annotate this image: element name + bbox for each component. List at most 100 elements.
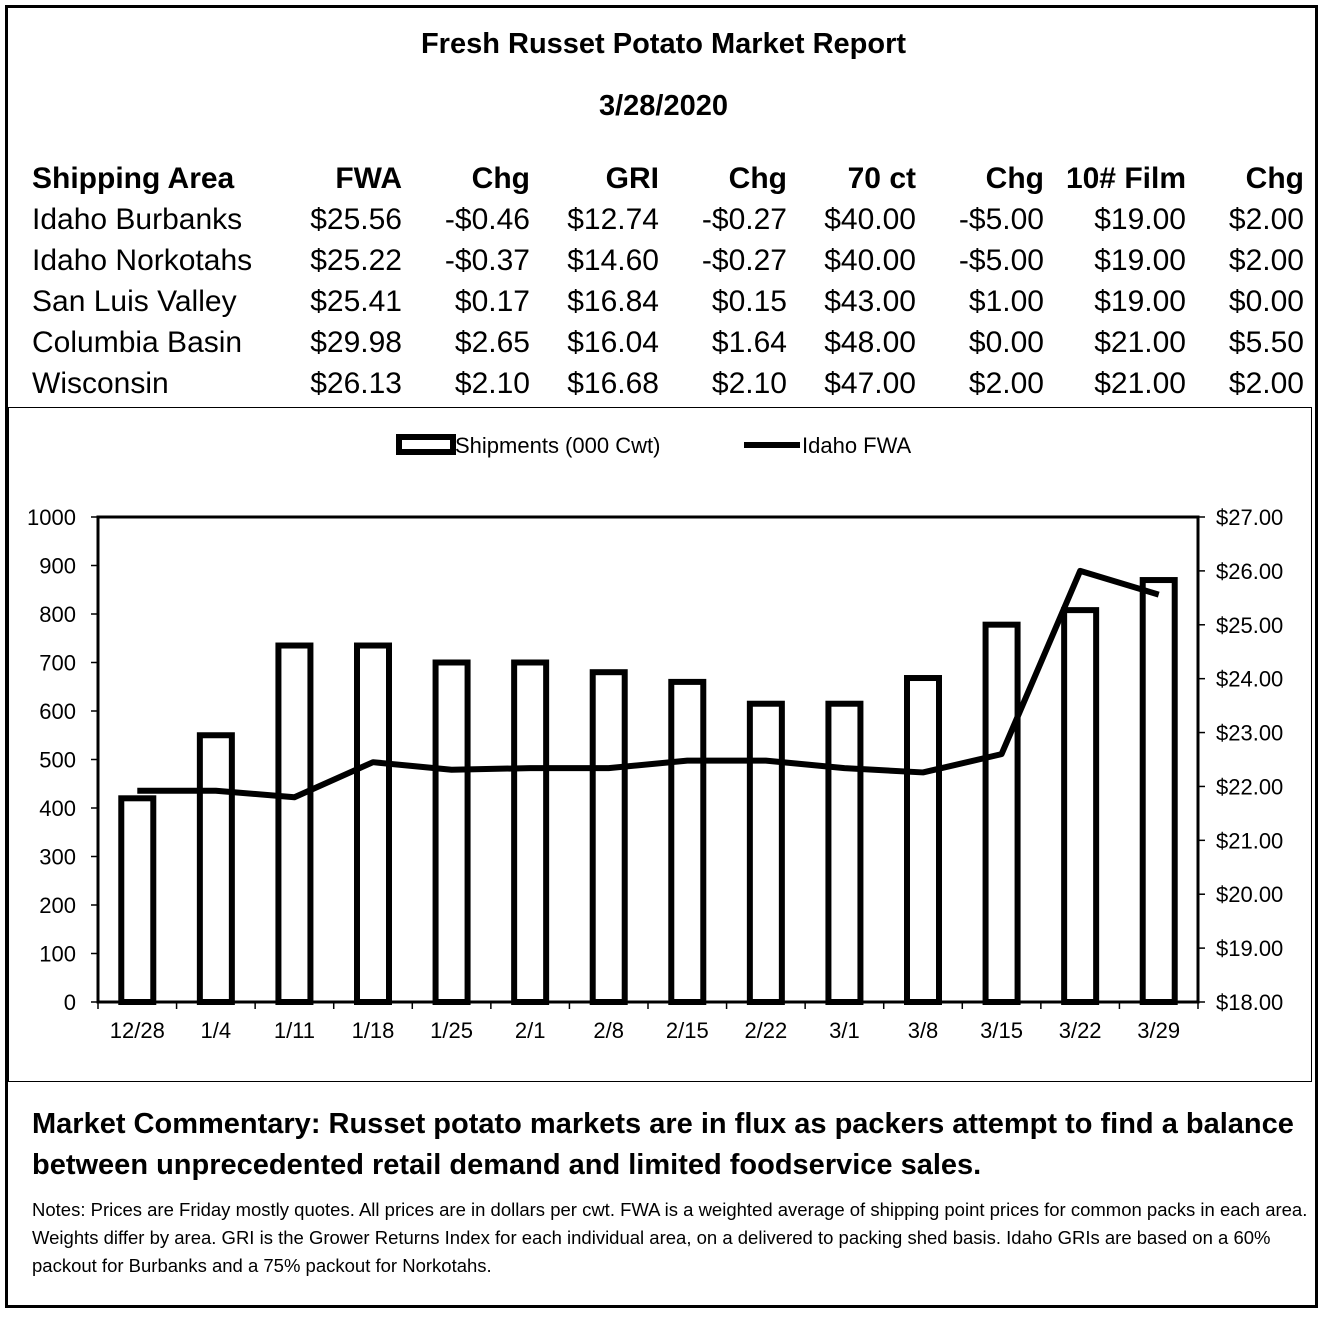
table-cell: $29.98 xyxy=(310,326,402,359)
header-70ct: 70 ct xyxy=(847,162,916,195)
table-cell: San Luis Valley xyxy=(32,285,237,318)
table-cell: $19.00 xyxy=(1094,244,1186,277)
table-cell: $1.00 xyxy=(968,285,1044,318)
table-cell: $48.00 xyxy=(824,326,916,359)
y-right-tick-label: $19.00 xyxy=(1216,936,1283,961)
shipment-bar xyxy=(354,642,392,1005)
header-gri: GRI xyxy=(605,162,659,195)
table-cell: $19.00 xyxy=(1094,203,1186,236)
y-left-tick-label: 0 xyxy=(64,990,76,1015)
table-cell: $0.15 xyxy=(711,285,787,318)
chart-area: 0 100 200 300 400 500 600 700 800 900 1000 $18.00 $1… xyxy=(8,407,1312,1082)
shipment-bar xyxy=(196,732,235,1005)
table-cell: $2.00 xyxy=(1228,203,1304,236)
x-tick-label: 3/15 xyxy=(980,1018,1023,1043)
plot-frame xyxy=(96,515,1200,1004)
table-cell: $40.00 xyxy=(824,244,916,277)
shipment-bar xyxy=(589,669,628,1005)
y-right-tick-label: $20.00 xyxy=(1216,882,1283,907)
x-tick-label: 1/11 xyxy=(274,1018,315,1043)
table-row: San Luis Valley $25.41 $0.17 $16.84 $0.1… xyxy=(26,281,1304,322)
header-70ct-chg: Chg xyxy=(985,162,1044,195)
x-tick-label: 3/29 xyxy=(1137,1018,1180,1043)
x-tick-label: 3/22 xyxy=(1059,1018,1102,1043)
header-10lb-film: 10# Film xyxy=(1065,162,1186,195)
y-right-tick-label: $27.00 xyxy=(1216,505,1283,530)
notes-text: Notes: Prices are Friday mostly quotes. … xyxy=(32,1199,1308,1276)
shipment-bar xyxy=(825,700,864,1005)
y-left-tick-label: 700 xyxy=(39,651,76,676)
table-cell: $0.00 xyxy=(1228,285,1304,318)
y-left-tick-label: 200 xyxy=(39,893,76,918)
x-tick-label: 2/15 xyxy=(666,1018,709,1043)
x-tick-label: 2/1 xyxy=(515,1018,546,1043)
table-cell: $2.00 xyxy=(968,367,1044,400)
y-right-tick-label: $22.00 xyxy=(1216,774,1283,799)
header-shipping-area: Shipping Area xyxy=(32,162,235,195)
y-right-tick-label: $26.00 xyxy=(1216,559,1283,584)
table-cell: Idaho Norkotahs xyxy=(32,244,253,277)
x-tick-label: 2/8 xyxy=(593,1018,624,1043)
y-left-tick-label: 1000 xyxy=(27,505,76,530)
report-title: Fresh Russet Potato Market Report xyxy=(420,28,907,60)
table-cell: $40.00 xyxy=(824,203,916,236)
table-cell: -$0.27 xyxy=(701,244,787,277)
table-row: Idaho Norkotahs $25.22 -$0.37 $14.60 -$0… xyxy=(26,240,1304,281)
header-gri-chg: Chg xyxy=(728,162,787,195)
y-right-tick-label: $18.00 xyxy=(1216,990,1283,1015)
table-cell: Idaho Burbanks xyxy=(32,203,243,236)
table-cell: $12.74 xyxy=(567,203,659,236)
y-right-tick-label: $23.00 xyxy=(1216,721,1283,746)
table-cell: $0.00 xyxy=(968,326,1044,359)
table-cell: $16.68 xyxy=(567,367,659,400)
shipment-bar xyxy=(904,675,942,1005)
table-cell: -$0.46 xyxy=(444,203,530,236)
report-date: 3/28/2020 xyxy=(598,90,728,122)
y-left-tick-label: 100 xyxy=(39,942,76,967)
table-row: Idaho Burbanks $25.56 -$0.46 $12.74 -$0.… xyxy=(26,199,1304,240)
y-right-tick-label: $24.00 xyxy=(1216,667,1283,692)
table-cell: -$0.37 xyxy=(444,244,530,277)
x-tick-label: 2/22 xyxy=(744,1018,787,1043)
table-cell: $16.84 xyxy=(567,285,659,318)
table-cell: $2.00 xyxy=(1228,367,1304,400)
table-cell: $14.60 xyxy=(567,244,659,277)
table-cell: $0.17 xyxy=(454,285,530,318)
x-tick-label: 1/4 xyxy=(201,1018,232,1043)
y-left-tick-label: 600 xyxy=(39,699,76,724)
table-cell: $26.13 xyxy=(310,367,402,400)
shipment-bar xyxy=(1139,577,1178,1006)
shipment-bar xyxy=(511,659,550,1005)
y-left-tick-label: 500 xyxy=(39,748,76,773)
table-cell: $2.10 xyxy=(454,367,530,400)
table-row: Columbia Basin $29.98 $2.65 $16.04 $1.64… xyxy=(26,322,1304,363)
shipment-bar xyxy=(1061,607,1100,1005)
y-left-tick-label: 800 xyxy=(39,602,76,627)
shipment-bar xyxy=(746,700,785,1005)
header-film-chg: Chg xyxy=(1245,162,1304,195)
x-tick-label: 1/18 xyxy=(352,1018,395,1043)
table-cell: $2.00 xyxy=(1228,244,1304,277)
table-cell: $21.00 xyxy=(1094,326,1186,359)
header-fwa-chg: Chg xyxy=(471,162,530,195)
table-cell: $2.65 xyxy=(454,326,530,359)
y-left-tick-label: 400 xyxy=(39,796,76,821)
x-tick-label: 1/25 xyxy=(430,1018,473,1043)
legend-label-fwa: Idaho FWA xyxy=(802,433,912,458)
table-cell: Wisconsin xyxy=(32,367,169,400)
table-cell: $1.64 xyxy=(711,326,787,359)
y-right-tick-label: $21.00 xyxy=(1216,828,1283,853)
table-cell: $25.22 xyxy=(310,244,402,277)
x-tick-label: 12/28 xyxy=(110,1018,165,1043)
legend-swatch-shipments xyxy=(396,434,456,455)
report-frame xyxy=(5,5,1318,1308)
table-cell: $43.00 xyxy=(824,285,916,318)
shipment-bar xyxy=(668,678,707,1005)
price-table: Shipping Area FWA Chg GRI Chg 70 ct Chg … xyxy=(26,158,1304,404)
shipments-fwa-chart: 0 100 200 300 400 500 600 700 800 900 1000 $18.00 $1… xyxy=(27,433,1283,1043)
table-cell: -$5.00 xyxy=(958,203,1044,236)
table-cell: $5.50 xyxy=(1228,326,1304,359)
shipment-bar xyxy=(118,795,157,1005)
x-tick-label: 3/1 xyxy=(829,1018,860,1043)
table-cell: $19.00 xyxy=(1094,285,1186,318)
